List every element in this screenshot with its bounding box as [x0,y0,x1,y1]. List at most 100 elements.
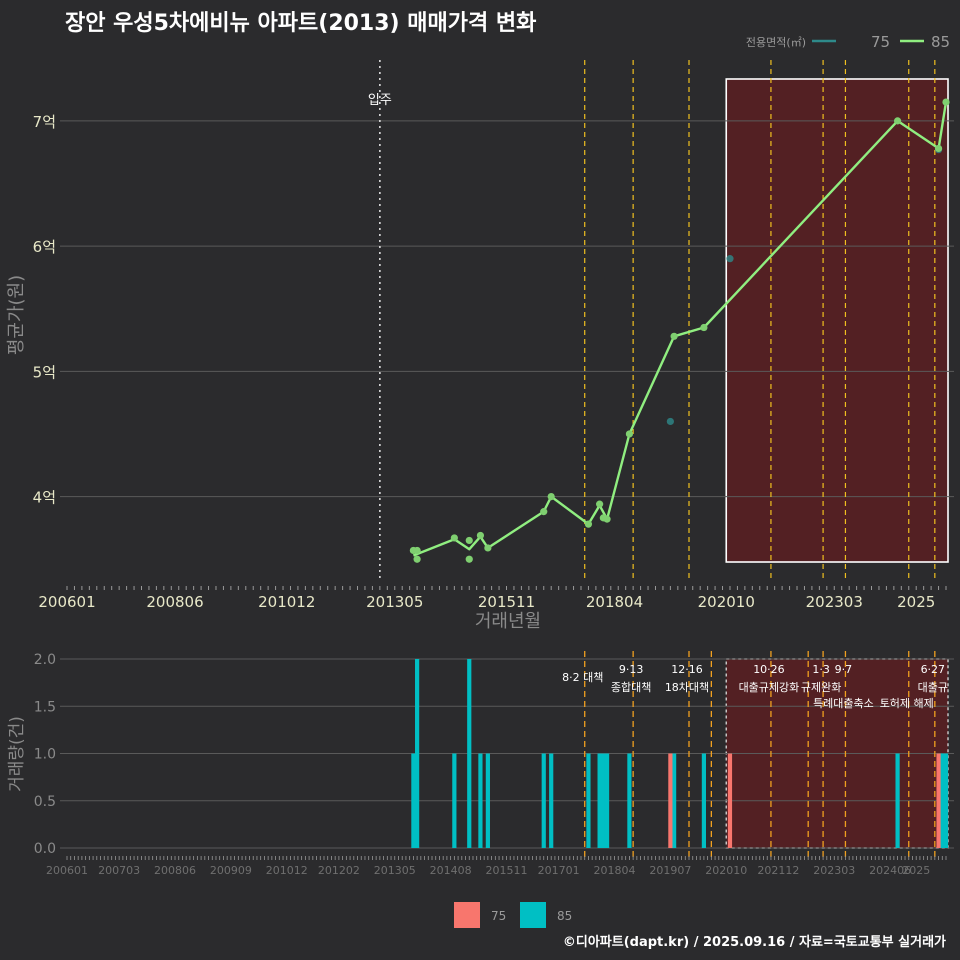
policy-date: 12·16 [671,663,703,676]
bar-75 [668,753,673,848]
x-tick-label: 200806 [154,864,196,877]
source-footer: ©디아파트(dapt.kr) / 2025.09.16 / 자료=국토교통부 실… [563,934,946,950]
bar-85 [604,753,610,848]
x-tick-label: 201511 [486,864,528,877]
y-tick-label: 7억 [33,113,56,131]
bar-85 [597,753,602,848]
move-in-label: 입주 [368,93,392,108]
legend-85-label: 85 [931,33,950,51]
bar-85 [601,753,606,848]
x-tick-label: 200909 [210,864,252,877]
point-85 [934,144,943,153]
x-tick-label: 202010 [698,593,755,611]
bar-85 [672,753,677,848]
policy-label: 대출규제강화 [739,681,800,694]
highlight-box [725,78,949,563]
y-tick-label: 6억 [33,238,56,256]
bar-85 [415,659,420,848]
volume-chart: 0.0 0.5 1.0 1.5 2.0 8·2 대책 9·13 종합대책 12·16 18차대책 1… [7,651,954,928]
x-tick-label: 201305 [366,593,423,611]
point-85 [484,544,492,552]
x-tick-label: 2025 [897,593,935,611]
bar-85 [478,753,483,848]
y-tick-label: 1.0 [34,747,56,763]
point-85 [670,332,678,340]
point-85 [540,508,548,516]
y-tick-label: 0.0 [34,841,56,857]
policy-date: 10·26 [753,663,785,676]
y-tick-label: 4억 [33,489,56,507]
policy-label: 종합대책 [611,681,651,694]
x-tick-label: 201511 [478,593,535,611]
legend-75-label: 75 [871,33,890,51]
bar-75 [727,753,733,848]
x-tick-label: 202303 [813,864,855,877]
point-85 [893,117,902,125]
bar-85 [485,753,490,848]
x-tick-label: 201408 [430,864,472,877]
x-tick-label: 201804 [586,593,643,611]
price-chart: 4억 5억 6억 7억 입주 200601 200806 201012 201305 201511… [6,33,954,632]
policy-date: 9·13 [619,663,644,676]
x-axis-title: 거래년월 [475,611,541,632]
point-85 [465,536,473,545]
policy-label: 18차대책 [665,681,709,694]
point-85 [942,98,950,106]
point-85 [596,500,604,508]
policy-label: 토허제 해제 [880,696,934,710]
point-85 [547,492,555,501]
point-85 [413,555,421,563]
bar-85 [627,753,632,848]
x-tick-label: 201012 [266,864,308,877]
bar-85 [701,753,707,848]
point-85 [465,555,473,563]
x-tick-label: 202406 [869,864,911,877]
policy-label: 대출규 [918,681,948,694]
y-tick-label: 0.5 [34,794,56,810]
x-tick-label: 201305 [374,864,416,877]
y-axis-title: 거래량(건) [7,716,27,792]
point-75 [666,417,674,426]
policy-label: 특례대출축소 [813,697,874,710]
y-tick-label: 1.5 [34,699,56,715]
x-tick-label: 2025 [902,864,930,877]
x-tick-label: 202112 [757,864,799,877]
point-85 [700,323,708,332]
x-tick-label: 200601 [46,864,88,877]
legend-title: 전용면적(㎡) [746,36,806,49]
bar-75 [936,753,941,848]
bar-85 [452,753,457,848]
x-tick-label: 201701 [538,864,580,877]
point-75 [726,255,734,263]
policy-date: 9·7 [835,663,853,676]
policy-date: 1·3 [812,663,830,676]
x-tick-label: 200601 [38,593,95,611]
bar-85 [895,753,900,848]
legend-85-swatch [520,902,546,928]
point-85 [603,515,611,523]
y-tick-label: 2.0 [34,652,56,668]
line-85 [412,101,948,557]
bar-85 [541,753,546,848]
x-tick-label: 201202 [318,864,360,877]
policy-label: 8·2 대책 [562,671,603,684]
point-85 [584,520,593,528]
policy-date: 6·27 [921,663,946,676]
x-tick-label: 200703 [98,864,140,877]
point-85 [625,430,634,438]
legend-85-label: 85 [557,909,572,923]
policy-label: 규제완화 [801,681,841,694]
bar-85 [467,659,472,848]
point-85 [450,534,458,542]
legend-75-label: 75 [491,909,506,923]
x-tick-label: 202010 [705,864,747,877]
point-85 [476,531,485,540]
bar-85 [411,753,416,848]
x-tick-label: 200806 [146,593,203,611]
x-tick-label: 202303 [806,593,863,611]
bar-85 [586,753,591,848]
bar-85 [940,753,945,848]
bar-85 [943,753,949,848]
chart-title: 장안 우성5차에비뉴 아파트(2013) 매매가격 변화 [65,11,536,36]
